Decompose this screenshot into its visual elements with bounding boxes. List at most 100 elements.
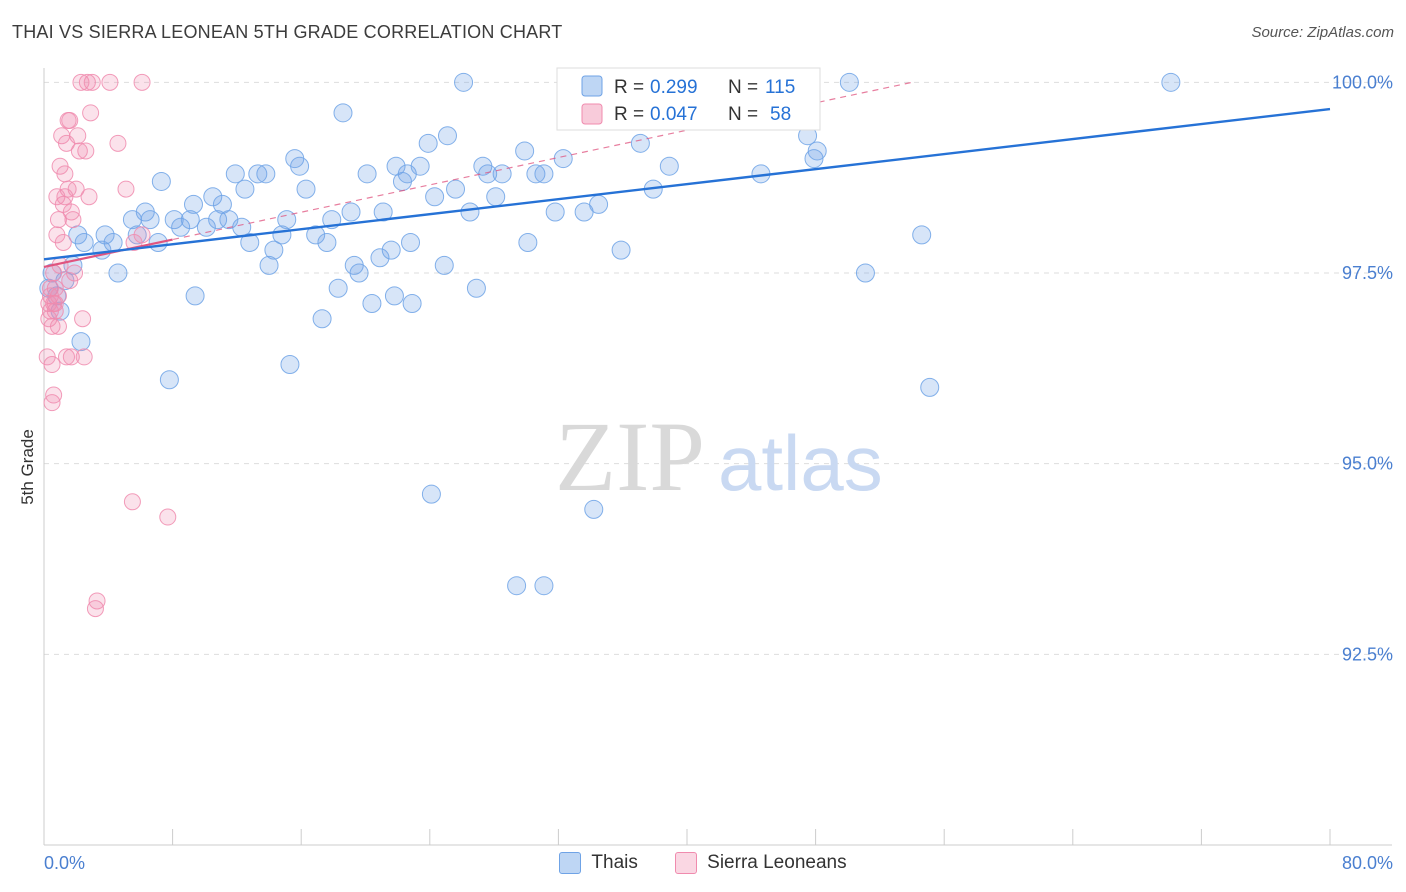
data-point-thais bbox=[466, 278, 486, 298]
y-axis-title-group: 5th Grade bbox=[18, 429, 37, 505]
trend-line-sierra bbox=[43, 238, 173, 268]
data-point-sierra bbox=[49, 317, 67, 335]
data-point-thais bbox=[151, 171, 171, 191]
stats-n-label-thais: N = bbox=[728, 77, 758, 98]
data-point-thais bbox=[855, 263, 875, 283]
data-point-sierra bbox=[69, 127, 87, 145]
data-point-sierra bbox=[58, 348, 76, 366]
data-point-sierra bbox=[74, 310, 92, 328]
data-point-sierra bbox=[41, 279, 59, 297]
data-point-sierra bbox=[66, 264, 84, 282]
data-point-thais bbox=[290, 156, 310, 176]
source-label: Source: ZipAtlas.com bbox=[1251, 24, 1394, 41]
data-point-thais bbox=[630, 133, 650, 153]
data-point-thais bbox=[545, 202, 565, 222]
data-point-thais bbox=[264, 240, 284, 260]
y-tick-label: 92.5% bbox=[1342, 644, 1393, 664]
data-point-sierra bbox=[56, 165, 74, 183]
data-point-thais bbox=[140, 210, 160, 230]
data-point-thais bbox=[312, 309, 332, 329]
data-point-thais bbox=[807, 141, 827, 161]
legend-swatch-sierra bbox=[675, 852, 698, 874]
data-point-thais bbox=[183, 194, 203, 214]
data-point-thais bbox=[402, 293, 422, 313]
data-point-sierra bbox=[159, 508, 177, 526]
stats-swatch-thais bbox=[581, 75, 603, 97]
points-layer bbox=[38, 72, 1181, 618]
data-point-thais bbox=[259, 255, 279, 275]
data-point-sierra bbox=[70, 142, 88, 160]
stats-n-value-sierra: 58 bbox=[770, 104, 791, 125]
data-point-thais bbox=[240, 232, 260, 252]
data-point-thais bbox=[418, 133, 438, 153]
stats-r-label-thais: R = bbox=[614, 77, 644, 98]
data-point-thais bbox=[507, 576, 527, 596]
data-point-sierra bbox=[133, 73, 151, 91]
legend-label-sierra: Sierra Leoneans bbox=[707, 852, 847, 873]
legend-item-thais[interactable]: Thais bbox=[559, 852, 638, 874]
data-point-thais bbox=[486, 187, 506, 207]
y-axis-title: 5th Grade bbox=[18, 429, 37, 505]
data-point-thais bbox=[659, 156, 679, 176]
y-tick-label: 97.5% bbox=[1342, 263, 1393, 283]
data-point-thais bbox=[317, 232, 337, 252]
data-point-thais bbox=[171, 217, 191, 237]
data-point-sierra bbox=[80, 188, 98, 206]
data-point-sierra bbox=[45, 386, 63, 404]
data-point-thais bbox=[421, 484, 441, 504]
data-point-thais bbox=[446, 179, 466, 199]
data-point-thais bbox=[912, 225, 932, 245]
y-tick-label: 100.0% bbox=[1332, 72, 1393, 92]
trend-line-thais bbox=[43, 107, 1331, 261]
data-point-thais bbox=[370, 248, 390, 268]
data-point-thais bbox=[460, 202, 480, 222]
data-point-thais bbox=[1161, 72, 1181, 92]
grid-layer bbox=[44, 81, 1392, 655]
legend-swatch-thais bbox=[559, 852, 582, 874]
data-point-thais bbox=[349, 263, 369, 283]
data-point-thais bbox=[71, 332, 91, 352]
data-point-sierra bbox=[133, 226, 151, 244]
data-point-thais bbox=[384, 286, 404, 306]
watermark-zip: ZIP bbox=[555, 401, 705, 512]
data-point-thais bbox=[518, 232, 538, 252]
data-point-sierra bbox=[109, 134, 127, 152]
data-point-sierra bbox=[64, 211, 82, 229]
data-point-sierra bbox=[62, 348, 80, 366]
legend-label-thais: Thais bbox=[591, 852, 638, 873]
data-point-thais bbox=[208, 210, 228, 230]
stats-n-value-thais: 115 bbox=[765, 77, 795, 98]
data-point-thais bbox=[920, 377, 940, 397]
data-point-thais bbox=[478, 164, 498, 184]
stats-r-label-sierra: R = bbox=[614, 104, 644, 125]
data-point-sierra bbox=[78, 73, 96, 91]
chart-legend: Thais Sierra Leoneans bbox=[0, 852, 1406, 880]
data-point-sierra bbox=[54, 233, 72, 251]
data-point-thais bbox=[584, 499, 604, 519]
data-point-thais bbox=[95, 225, 115, 245]
data-point-thais bbox=[203, 187, 223, 207]
data-point-sierra bbox=[117, 180, 135, 198]
data-point-thais bbox=[296, 179, 316, 199]
data-point-thais bbox=[515, 141, 535, 161]
data-point-thais bbox=[185, 286, 205, 306]
stats-legend: R = 0.299 N = 115 R = 0.047 N = 58 bbox=[556, 67, 821, 131]
data-point-thais bbox=[381, 240, 401, 260]
data-point-thais bbox=[492, 164, 512, 184]
data-point-thais bbox=[108, 263, 128, 283]
data-point-thais bbox=[425, 187, 445, 207]
data-point-sierra bbox=[82, 104, 100, 122]
data-point-thais bbox=[256, 164, 276, 184]
data-point-thais bbox=[611, 240, 631, 260]
watermark: ZIP atlas bbox=[555, 401, 883, 512]
legend-item-sierra[interactable]: Sierra Leoneans bbox=[675, 852, 847, 874]
data-point-thais bbox=[589, 194, 609, 214]
data-point-thais bbox=[341, 202, 361, 222]
data-point-thais bbox=[159, 370, 179, 390]
data-point-sierra bbox=[61, 111, 79, 129]
data-point-sierra bbox=[46, 302, 64, 320]
stats-r-value-thais: 0.299 bbox=[650, 77, 698, 98]
stats-swatch-sierra bbox=[581, 103, 603, 125]
y-tick-label: 95.0% bbox=[1342, 454, 1393, 474]
